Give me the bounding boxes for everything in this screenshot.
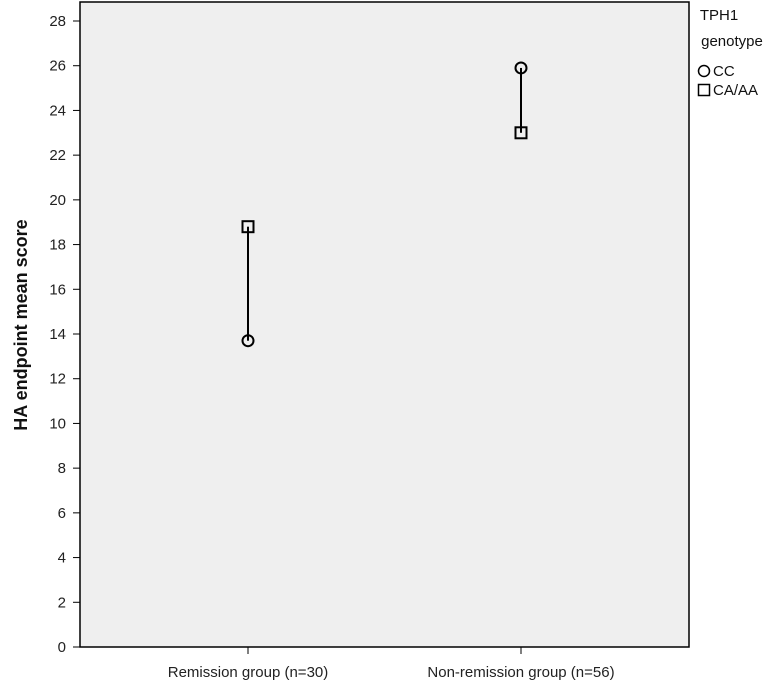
- y-tick-label: 6: [58, 505, 66, 522]
- legend-label-ca-aa: CA/AA: [713, 82, 758, 99]
- connector-lines: [247, 67, 522, 341]
- legend-marker-ca-aa: [697, 83, 711, 97]
- point-cc: [241, 334, 255, 348]
- y-tick-label: 4: [58, 550, 66, 567]
- point-ca-aa: [241, 220, 255, 234]
- y-tick-label: 18: [49, 237, 66, 254]
- legend-marker-cc: [697, 64, 711, 78]
- data-points: [241, 61, 528, 348]
- point-cc: [514, 61, 528, 75]
- y-tick-label: 8: [58, 460, 66, 477]
- legend-label-cc: CC: [713, 63, 735, 80]
- x-tick-label: Remission group (n=30): [168, 664, 329, 681]
- y-tick-label: 16: [49, 281, 66, 298]
- point-ca-aa: [514, 126, 528, 140]
- y-tick-label: 26: [49, 58, 66, 75]
- y-axis-title: HA endpoint mean score: [11, 219, 31, 430]
- legend-title-line-1: TPH1: [700, 7, 738, 24]
- plot-area: [79, 1, 690, 648]
- y-tick-label: 20: [49, 192, 66, 209]
- y-tick-label: 24: [49, 102, 66, 119]
- legend-items: CC CA/AA: [697, 63, 758, 99]
- y-tick-label: 10: [49, 415, 66, 432]
- x-axis: Remission group (n=30) Non-remission grou…: [168, 647, 615, 681]
- y-tick-label: 12: [49, 371, 66, 388]
- y-tick-label: 28: [49, 13, 66, 30]
- y-tick-label: 22: [49, 147, 66, 164]
- y-tick-label: 14: [49, 326, 66, 343]
- x-tick-label: Non-remission group (n=56): [427, 664, 614, 681]
- legend-title-line-2: genotype: [701, 33, 763, 50]
- y-tick-label: 2: [58, 594, 66, 611]
- legend: TPH1 genotype CC CA/AA: [697, 7, 763, 99]
- y-tick-label: 0: [58, 639, 66, 656]
